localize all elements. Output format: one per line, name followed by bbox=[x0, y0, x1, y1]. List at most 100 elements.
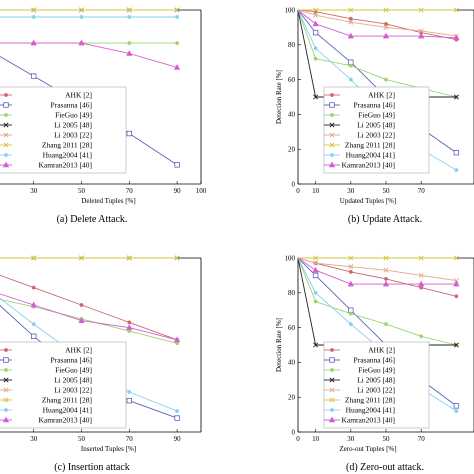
data-point-kamran2013-40 bbox=[382, 32, 390, 39]
x-tick-label: 0 bbox=[296, 435, 300, 443]
y-tick-label: 20 bbox=[288, 146, 296, 154]
data-point-zhang-2011-28 bbox=[383, 255, 389, 261]
legend-label-huang2004-41: Huang2004 [41] bbox=[346, 406, 395, 415]
data-point-li-2005-48 bbox=[313, 94, 319, 100]
legend-label-huang2004-41: Huang2004 [41] bbox=[346, 151, 395, 160]
data-point-kamran2013-40 bbox=[347, 32, 354, 39]
legend-marker-li-2005-48 bbox=[329, 122, 335, 128]
x-axis-label: Inserted Tuples [%] bbox=[81, 445, 136, 453]
legend-label-zhang-2011-28: Zhang 2011 [28] bbox=[42, 396, 92, 405]
series-line-kamran2013-40 bbox=[0, 293, 178, 341]
legend-marker-li-2003-22 bbox=[3, 387, 9, 393]
data-point-kamran2013-40 bbox=[347, 280, 354, 287]
data-point-fieguo-49 bbox=[313, 56, 318, 61]
data-point-kamran2013-40 bbox=[453, 34, 460, 41]
data-point-ahk-2 bbox=[31, 285, 36, 290]
x-tick-label: 70 bbox=[418, 435, 426, 443]
data-point-li-2003-22 bbox=[313, 260, 319, 266]
legend: AHK [2]Prasanna [46]FieGuo [49]Li 2005 [… bbox=[0, 86, 127, 174]
legend-label-huang2004-41: Huang2004 [41] bbox=[43, 406, 92, 415]
legend-marker-zhang-2011-28 bbox=[3, 397, 9, 403]
x-tick-label: 30 bbox=[30, 435, 38, 443]
legend-marker-huang2004-41 bbox=[4, 153, 8, 157]
legend-label-kamran2013-40: Kamran2013 [40] bbox=[38, 416, 92, 425]
data-point-prasanna-46 bbox=[453, 149, 460, 156]
y-axis-label: Detection Rate [%] bbox=[275, 318, 283, 372]
legend-label-li-2003-22: Li 2003 [22] bbox=[54, 386, 92, 395]
legend-marker-ahk-2 bbox=[330, 93, 334, 97]
y-tick-label: 80 bbox=[288, 41, 296, 49]
legend-marker-li-2003-22 bbox=[329, 387, 335, 393]
legend-label-fieguo-49: FieGuo [49] bbox=[358, 111, 395, 120]
data-point-fieguo-49 bbox=[348, 311, 353, 316]
data-point-kamran2013-40 bbox=[173, 63, 181, 70]
data-point-zhang-2011-28 bbox=[31, 255, 37, 261]
series-line-ahk-2 bbox=[0, 274, 178, 341]
y-tick-label: 0 bbox=[292, 180, 296, 188]
legend-marker-fieguo-49 bbox=[4, 368, 8, 372]
legend-label-ahk-2: AHK [2] bbox=[368, 91, 395, 100]
data-point-kamran2013-40 bbox=[382, 280, 390, 287]
x-axis-label: Deleted Tuples [%] bbox=[81, 197, 135, 205]
data-point-zhang-2011-28 bbox=[126, 7, 132, 13]
data-point-zhang-2011-28 bbox=[348, 255, 354, 261]
y-tick-label: 60 bbox=[288, 76, 296, 84]
plot-area bbox=[0, 7, 181, 168]
data-point-zhang-2011-28 bbox=[418, 255, 424, 261]
x-tick-label: 70 bbox=[126, 435, 134, 443]
data-point-prasanna-46 bbox=[453, 403, 460, 409]
data-point-zhang-2011-28 bbox=[348, 7, 354, 13]
legend-label-kamran2013-40: Kamran2013 [40] bbox=[341, 161, 395, 170]
x-tick-label: 50 bbox=[78, 435, 86, 443]
x-tick-label: 50 bbox=[78, 187, 86, 195]
legend-marker-zhang-2011-28 bbox=[329, 397, 335, 403]
data-point-huang2004-41 bbox=[348, 77, 353, 82]
x-axis-label: Zero-out Tuples [%] bbox=[339, 445, 396, 453]
legend-marker-kamran2013-40 bbox=[328, 416, 336, 423]
legend-label-li-2005-48: Li 2005 [48] bbox=[54, 376, 92, 385]
data-point-li-2003-22 bbox=[383, 267, 389, 273]
data-point-li-2005-48 bbox=[313, 342, 319, 348]
legend-box bbox=[323, 341, 430, 429]
legend-label-li-2003-22: Li 2003 [22] bbox=[357, 386, 395, 395]
data-point-kamran2013-40 bbox=[78, 317, 85, 323]
legend-marker-prasanna-46 bbox=[329, 102, 335, 108]
data-point-kamran2013-40 bbox=[418, 280, 425, 287]
series-line-li-2003-22 bbox=[298, 9, 457, 37]
data-point-fieguo-49 bbox=[313, 299, 318, 304]
series-line-fieguo-49 bbox=[0, 298, 178, 344]
data-point-zhang-2011-28 bbox=[313, 255, 319, 261]
legend-marker-prasanna-46 bbox=[3, 357, 9, 363]
legend-marker-li-2005-48 bbox=[3, 377, 9, 383]
y-axis-label: Detection Rate [%] bbox=[275, 70, 283, 124]
x-tick-label: 100 bbox=[196, 187, 207, 195]
legend-label-prasanna-46: Prasanna [46] bbox=[51, 101, 92, 110]
y-tick-label: 40 bbox=[288, 359, 296, 367]
data-point-li-2003-22 bbox=[348, 264, 354, 270]
legend-label-fieguo-49: FieGuo [49] bbox=[55, 111, 92, 120]
subfigure-caption: (c) Insertion attack bbox=[54, 462, 130, 473]
legend-box bbox=[323, 86, 430, 174]
legend: AHK [2]Prasanna [46]FieGuo [49]Li 2005 [… bbox=[323, 86, 430, 174]
data-point-kamran2013-40 bbox=[453, 280, 460, 287]
data-point-zhang-2011-28 bbox=[313, 7, 319, 13]
legend-marker-kamran2013-40 bbox=[328, 161, 336, 168]
data-point-kamran2013-40 bbox=[78, 39, 85, 46]
y-tick-label: 40 bbox=[288, 111, 296, 119]
y-tick-label: 20 bbox=[288, 394, 296, 402]
data-point-li-2005-48 bbox=[453, 94, 459, 100]
y-tick-label: 0 bbox=[292, 428, 296, 436]
data-point-prasanna-46 bbox=[126, 397, 132, 404]
data-point-prasanna-46 bbox=[30, 333, 37, 339]
data-point-fieguo-49 bbox=[175, 41, 180, 46]
legend-marker-fieguo-49 bbox=[330, 368, 334, 372]
data-point-prasanna-46 bbox=[174, 162, 180, 168]
legend-marker-kamran2013-40 bbox=[2, 416, 10, 423]
series-line-kamran2013-40 bbox=[298, 9, 457, 39]
legend-marker-huang2004-41 bbox=[330, 408, 334, 412]
data-point-fieguo-49 bbox=[384, 77, 388, 82]
legend: AHK [2]Prasanna [46]FieGuo [49]Li 2005 [… bbox=[0, 341, 127, 429]
legend-marker-ahk-2 bbox=[330, 348, 334, 352]
legend-marker-fieguo-49 bbox=[4, 113, 8, 117]
